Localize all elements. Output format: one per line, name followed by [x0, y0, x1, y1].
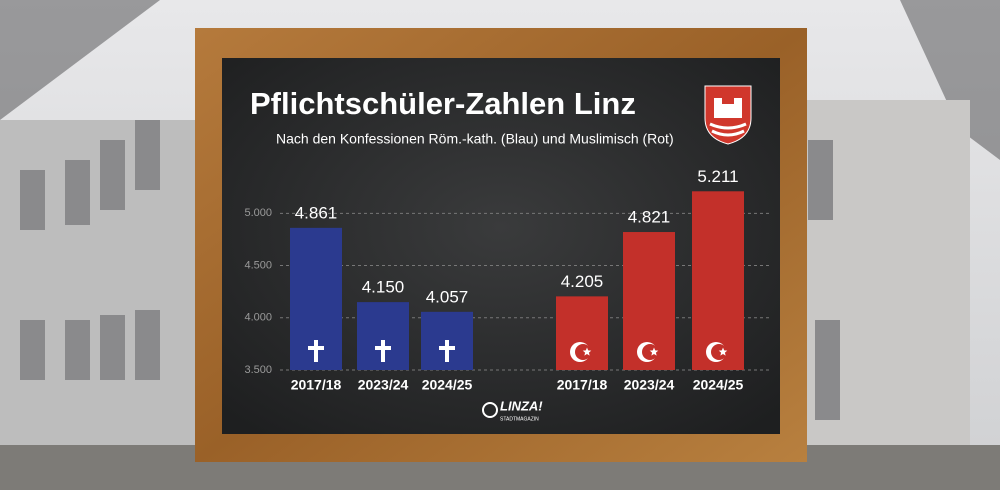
- x-tick-label: 2017/18: [291, 377, 342, 393]
- cross-icon: [375, 340, 391, 362]
- value-label: 5.211: [697, 167, 738, 186]
- x-tick-label: 2024/25: [422, 377, 473, 393]
- windows: [20, 120, 840, 420]
- value-label: 4.205: [561, 272, 604, 291]
- coat-of-arms: [704, 85, 752, 145]
- x-tick-label: 2017/18: [557, 377, 608, 393]
- chart-title: Pflichtschüler-Zahlen Linz: [250, 86, 636, 121]
- star: [582, 347, 592, 356]
- crescent-icon: [570, 342, 592, 362]
- value-label: 4.150: [362, 278, 405, 297]
- cross-horizontal: [308, 346, 324, 350]
- cross-icon: [308, 340, 324, 362]
- x-tick-label: 2023/24: [624, 377, 675, 393]
- star: [718, 347, 728, 356]
- logo-subtitle: STADTMAGAZIN: [500, 416, 539, 422]
- x-tick-label: 2023/24: [358, 377, 409, 393]
- cross-vertical: [381, 340, 385, 362]
- cross-vertical: [445, 340, 449, 362]
- y-tick-label: 3.500: [244, 364, 272, 376]
- cross-vertical: [314, 340, 318, 362]
- value-label: 4.861: [295, 203, 338, 222]
- crescent-icon: [637, 342, 659, 362]
- roof: [0, 0, 1000, 160]
- value-label: 4.057: [426, 287, 469, 306]
- cross-horizontal: [375, 346, 391, 350]
- y-tick-label: 4.500: [244, 259, 272, 271]
- x-tick-label: 2024/25: [693, 377, 744, 393]
- y-tick-label: 4.000: [244, 312, 272, 324]
- crescent-icon: [706, 342, 728, 362]
- logo: LINZA! STADTMAGAZIN: [482, 398, 543, 422]
- star: [649, 347, 659, 356]
- logo-text: LINZA!: [500, 398, 543, 413]
- y-tick-label: 5.000: [244, 207, 272, 219]
- value-label: 4.821: [628, 208, 671, 227]
- cross-horizontal: [439, 346, 455, 350]
- cross-icon: [439, 340, 455, 362]
- bar: [692, 191, 744, 370]
- chart-subtitle: Nach den Konfessionen Röm.-kath. (Blau) …: [276, 131, 674, 147]
